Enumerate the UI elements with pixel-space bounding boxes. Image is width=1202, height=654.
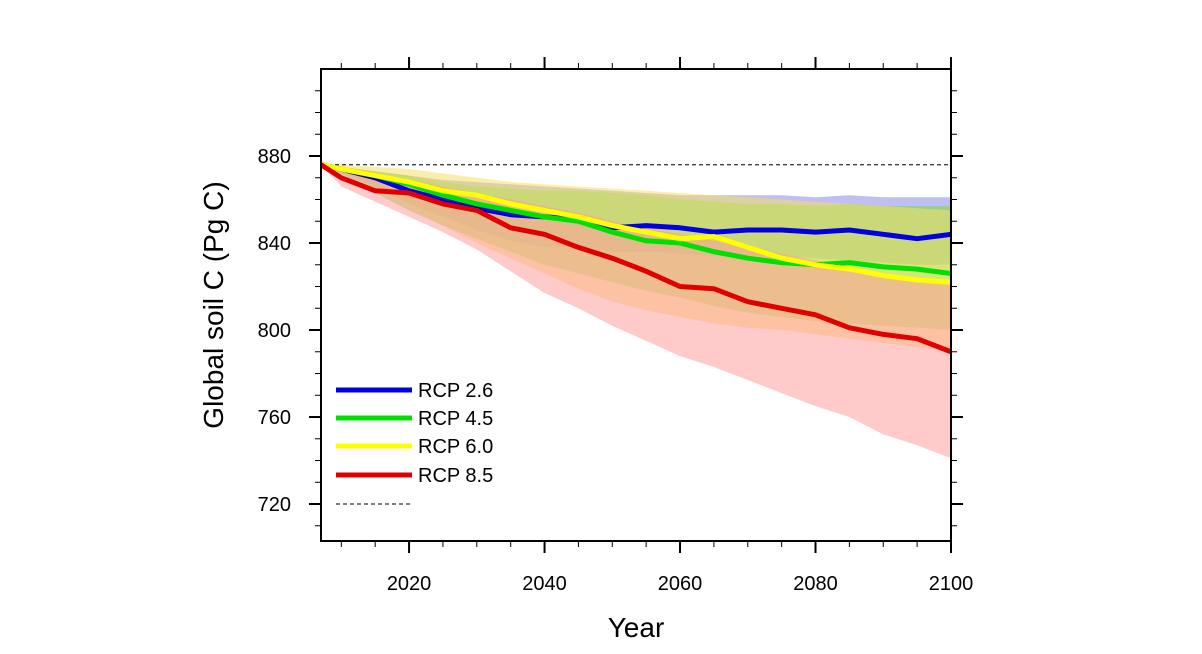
y-tick-label-840: 840 (258, 233, 291, 255)
axis-ticks (309, 57, 963, 553)
legend-label-rcp60: RCP 6.0 (418, 436, 493, 458)
band-rcp85 (321, 164, 951, 459)
y-tick-label-800: 800 (258, 320, 291, 342)
y-tick-label-720: 720 (258, 494, 291, 516)
x-tick-label-2080: 2080 (793, 573, 838, 595)
y-tick-label-880: 880 (258, 146, 291, 168)
legend-label-rcp45: RCP 4.5 (418, 408, 493, 430)
series-line-rcp85 (321, 162, 951, 355)
x-axis-title: Year (608, 612, 665, 643)
x-tick-label-2060: 2060 (658, 573, 703, 595)
x-tick-label-2040: 2040 (522, 573, 567, 595)
legend-label-rcp85: RCP 8.5 (418, 465, 493, 487)
y-tick-label-760: 760 (258, 407, 291, 429)
legend-label-rcp26: RCP 2.6 (418, 380, 493, 402)
legend: RCP 2.6 RCP 4.5 RCP 6.0 RCP 8.5 (336, 380, 493, 505)
plot-frame (320, 68, 952, 542)
series-line-rcp60 (321, 162, 951, 285)
axis-tick-labels: 2020 2040 2060 2080 2100 720 760 800 840 880 (258, 146, 974, 595)
x-tick-label-2020: 2020 (387, 573, 432, 595)
y-axis-title: Global soil C (Pg C) (198, 181, 229, 428)
uncertainty-bands (321, 164, 951, 459)
series-lines (321, 162, 951, 355)
x-tick-label-2100: 2100 (929, 573, 974, 595)
